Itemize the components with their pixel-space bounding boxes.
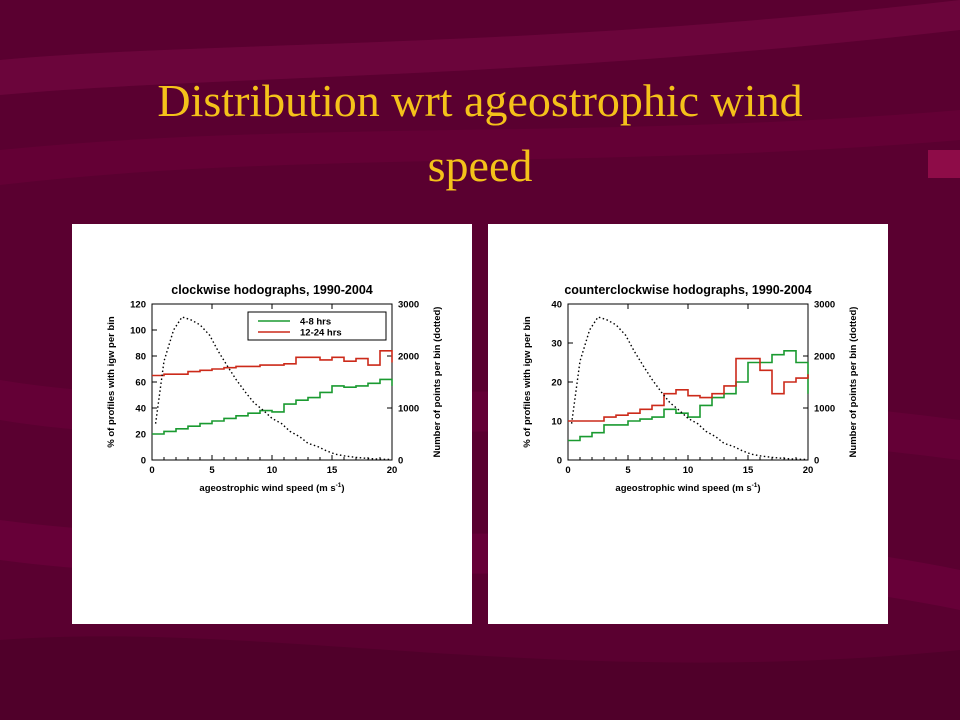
x-tick-label: 0 — [565, 465, 570, 476]
y-axis-label: % of profiles with igw per bin — [106, 316, 117, 448]
slide-title-line-1: Distribution wrt ageostrophic wind — [157, 75, 803, 126]
y2-tick-label: 1000 — [398, 404, 419, 415]
point-count-dotted-line — [154, 316, 393, 461]
x-tick-label: 20 — [387, 465, 398, 476]
series-4-8-hrs-line — [568, 350, 809, 442]
clockwise-chart-panel: clockwise hodographs, 1990-2004 0 5 10 15 20 0… — [72, 224, 472, 624]
legend-label: 4-8 hrs — [300, 317, 331, 328]
y-tick-label: 120 — [130, 300, 146, 311]
x-tick-label: 15 — [743, 465, 754, 476]
chart-title: counterclockwise hodographs, 1990-2004 — [564, 283, 811, 297]
y2-axis-label: Number of points per bin (dotted) — [432, 307, 443, 458]
x-axis-label-text: ageostrophic wind speed (m s — [199, 483, 335, 494]
y-tick-label: 10 — [551, 417, 562, 428]
y-tick-label: 20 — [135, 430, 146, 441]
series-12-24-hrs-line — [152, 350, 393, 377]
slide-title-line-2: speed — [427, 140, 533, 192]
y2-axis-label: Number of points per bin (dotted) — [848, 307, 859, 458]
x-axis-label-end: ) — [341, 483, 344, 494]
y2-tick-label: 0 — [398, 456, 403, 467]
y2-tick-label: 3000 — [398, 300, 419, 311]
x-tick-label: 0 — [149, 465, 154, 476]
series-4-8-hrs-line — [152, 378, 393, 435]
counterclockwise-chart: counterclockwise hodographs, 1990-2004 0 5… — [522, 283, 859, 494]
x-tick-label: 10 — [683, 465, 694, 476]
x-axis-label-sup: -1 — [336, 482, 342, 489]
x-tick-label: 10 — [267, 465, 278, 476]
x-tick-label: 5 — [625, 465, 631, 476]
y-tick-label: 100 — [130, 326, 146, 337]
series-12-24-hrs-line — [568, 357, 809, 422]
x-axis-label-sup: -1 — [752, 482, 758, 489]
x-tick-label: 15 — [327, 465, 338, 476]
chart-title: clockwise hodographs, 1990-2004 — [171, 283, 373, 297]
counterclockwise-chart-panel: counterclockwise hodographs, 1990-2004 0 5… — [488, 224, 888, 624]
y-axis-label: % of profiles with igw per bin — [522, 316, 533, 448]
y-tick-label: 40 — [551, 300, 562, 311]
y2-tick-label: 2000 — [814, 352, 835, 363]
y2-tick-label: 1000 — [814, 404, 835, 415]
x-tick-label: 5 — [209, 465, 215, 476]
y-tick-label: 80 — [135, 352, 146, 363]
y-tick-label: 0 — [141, 456, 146, 467]
legend-label: 12-24 hrs — [300, 328, 342, 339]
x-axis-label-end: ) — [757, 483, 760, 494]
y2-tick-label: 0 — [814, 456, 819, 467]
legend-box — [247, 311, 387, 341]
point-count-dotted-line — [570, 316, 809, 461]
y2-tick-label: 2000 — [398, 352, 419, 363]
x-tick-label: 20 — [803, 465, 814, 476]
y-tick-label: 0 — [557, 456, 562, 467]
x-axis-label-text: ageostrophic wind speed (m s — [615, 483, 751, 494]
y-tick-label: 20 — [551, 378, 562, 389]
y-tick-label: 60 — [135, 378, 146, 389]
x-axis-label: ageostrophic wind speed (m s-1) — [615, 482, 760, 494]
y-tick-label: 40 — [135, 404, 146, 415]
y2-tick-label: 3000 — [814, 300, 835, 311]
slide-title: Distribution wrt ageostrophic wind speed — [40, 68, 920, 199]
x-axis-label: ageostrophic wind speed (m s-1) — [199, 482, 344, 494]
y-tick-label: 30 — [551, 339, 562, 350]
